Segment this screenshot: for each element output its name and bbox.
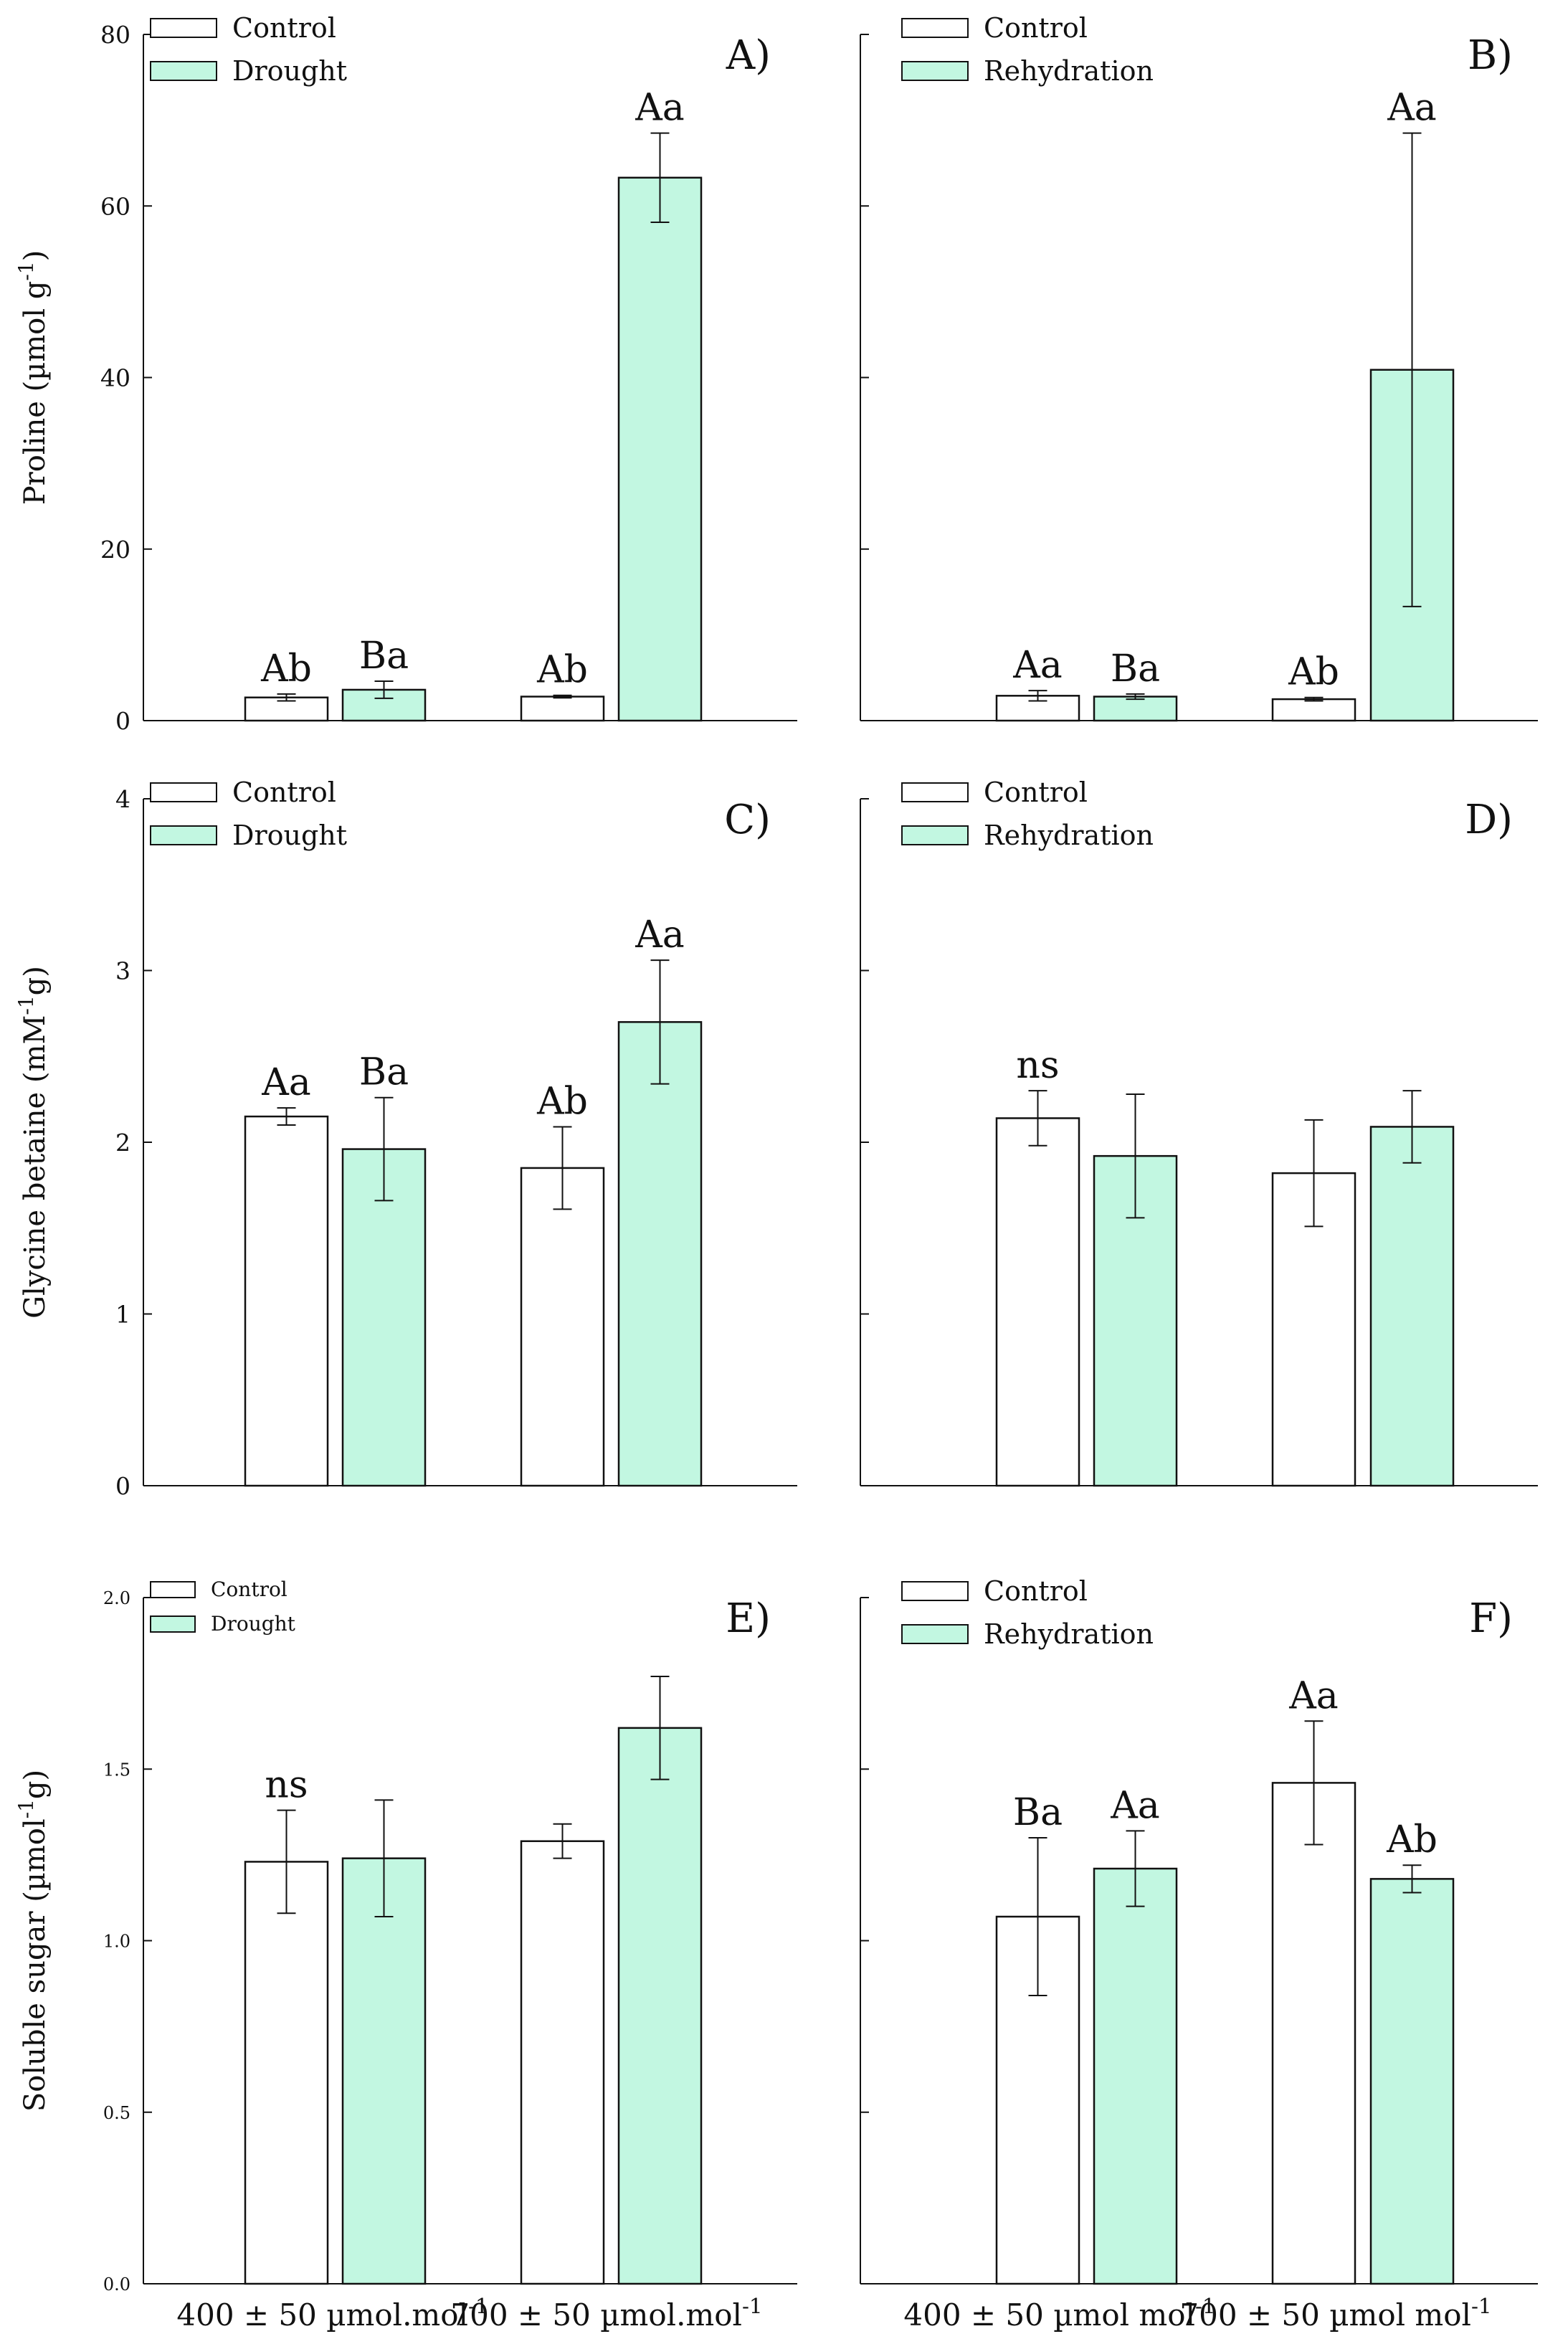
- significance-label: ns: [265, 1764, 308, 1807]
- significance-label: Ab: [1288, 651, 1339, 694]
- y-tick-label: 3: [115, 957, 130, 985]
- significance-label: Ab: [1386, 1818, 1438, 1861]
- legend-swatch: [901, 782, 969, 802]
- legend-swatch: [150, 825, 217, 845]
- bar-control: [520, 1167, 605, 1487]
- panel-a: 0 20 40 60 80 Proline (µmol g-1) Ab Ba Ab Aa A) Con…: [14, 12, 797, 735]
- legend-label: Rehydration: [984, 820, 1154, 851]
- bar-control: [1271, 698, 1356, 722]
- panel-b: Aa Ba Ab Aa B) Control Rehydration: [860, 12, 1538, 722]
- y-tick-label: 2.0: [103, 1588, 130, 1608]
- x-category-label: 400 ± 50 µmol mol-1: [903, 2294, 1215, 2333]
- legend-swatch: [150, 61, 217, 81]
- y-tick-label: 0.0: [103, 2274, 130, 2295]
- bar-control: [1271, 1782, 1356, 2285]
- legend-swatch: [901, 1624, 969, 1644]
- x-category-label: 400 ± 50 µmol.mol-1: [176, 2294, 488, 2333]
- x-category-label: 700 ± 50 µmol mol-1: [1179, 2294, 1491, 2333]
- significance-label: Ba: [1013, 1791, 1063, 1834]
- y-tick-label: 1.0: [103, 1932, 130, 1952]
- panel-d: ns D) Control Rehydration: [860, 777, 1538, 1487]
- significance-label: Ab: [536, 1080, 588, 1123]
- legend-swatch: [150, 1615, 196, 1633]
- significance-label: Ba: [359, 635, 409, 678]
- y-tick-label: 2: [115, 1129, 130, 1157]
- y-tick-label: 0.5: [103, 2103, 130, 2123]
- y-tick-label: 1: [115, 1301, 130, 1329]
- panel-e: 0.0 0.5 1.0 1.5 2.0 Soluble sugar (µmol-1g) ns…: [14, 1577, 797, 2333]
- y-tick-label: 0: [115, 707, 130, 735]
- legend-swatch: [150, 1581, 196, 1598]
- y-axis-label: Glycine betaine (mM-1g): [14, 966, 52, 1319]
- significance-label: Aa: [1288, 1674, 1339, 1717]
- y-tick-label: 40: [100, 364, 130, 392]
- y-tick-label: 60: [100, 192, 130, 220]
- legend-label: Control: [211, 1577, 288, 1601]
- bar-treatment: [1369, 1126, 1455, 1487]
- bar-treatment: [341, 1148, 427, 1487]
- panel-label: B): [1468, 32, 1513, 79]
- panel-c: 0 1 2 3 4 Glycine betaine (mM-1g) Aa Ba Ab Aa C) Co…: [14, 777, 797, 1500]
- legend-label: Control: [232, 12, 336, 44]
- panel-label: E): [726, 1595, 771, 1642]
- bar-treatment: [341, 1857, 427, 2285]
- bar-treatment: [617, 1021, 703, 1487]
- panel-label: D): [1465, 797, 1513, 843]
- panel-label: F): [1469, 1595, 1513, 1642]
- legend-label: Control: [984, 777, 1088, 808]
- legend-label: Drought: [211, 1612, 296, 1636]
- bar-treatment: [1093, 696, 1178, 722]
- bar-control: [995, 1117, 1080, 1487]
- legend-label: Control: [232, 777, 336, 808]
- bar-treatment: [1093, 1867, 1178, 2285]
- significance-label: Aa: [1387, 87, 1437, 130]
- y-axis-label: Proline (µmol g-1): [14, 250, 52, 505]
- panel-label: A): [726, 32, 771, 79]
- legend-swatch: [901, 1581, 969, 1601]
- legend-swatch: [150, 782, 217, 802]
- significance-label: Aa: [635, 87, 685, 130]
- bar-treatment: [1369, 1878, 1455, 2285]
- significance-label: ns: [1016, 1044, 1059, 1087]
- legend-label: Drought: [232, 55, 347, 87]
- legend-label: Drought: [232, 820, 347, 851]
- legend-swatch: [150, 18, 217, 38]
- x-category-label: 700 ± 50 µmol.mol-1: [450, 2294, 762, 2333]
- y-tick-label: 0: [115, 1472, 130, 1500]
- legend-label: Rehydration: [984, 1618, 1154, 1650]
- significance-label: Ab: [260, 647, 312, 691]
- legend-swatch: [901, 61, 969, 81]
- legend-label: Control: [984, 12, 1088, 44]
- y-tick-label: 4: [115, 785, 130, 813]
- significance-label: Aa: [635, 914, 685, 957]
- legend-label: Rehydration: [984, 55, 1154, 87]
- legend-swatch: [901, 825, 969, 845]
- bar-control: [244, 1115, 329, 1487]
- bar-treatment: [617, 176, 703, 722]
- significance-label: Ba: [359, 1051, 409, 1094]
- bar-control: [520, 1840, 605, 2285]
- significance-label: Aa: [1110, 1784, 1160, 1827]
- significance-label: Ab: [536, 649, 588, 692]
- significance-label: Aa: [261, 1061, 311, 1104]
- bar-control: [520, 696, 605, 722]
- significance-label: Aa: [1012, 644, 1063, 687]
- y-tick-label: 80: [100, 21, 130, 49]
- legend-swatch: [901, 18, 969, 38]
- y-axis-label: Soluble sugar (µmol-1g): [14, 1770, 52, 2112]
- y-tick-label: 20: [100, 536, 130, 564]
- legend-label: Control: [984, 1575, 1088, 1607]
- panel-label: C): [724, 797, 771, 843]
- panel-f: Ba Aa Aa Ab F) Control Rehydration 400 ± 50 µmo…: [860, 1575, 1538, 2333]
- bar-treatment: [617, 1727, 703, 2285]
- y-tick-label: 1.5: [103, 1760, 130, 1780]
- bar-control: [244, 1861, 329, 2285]
- bar-control: [995, 695, 1080, 722]
- significance-label: Ba: [1111, 647, 1160, 691]
